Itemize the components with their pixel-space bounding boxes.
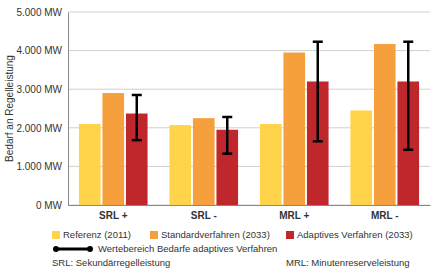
range-bar <box>313 42 323 142</box>
legend-label: Standardverfahren (2033) <box>161 229 270 240</box>
y-axis-line <box>68 13 69 206</box>
x-tick: MRL + <box>279 205 309 221</box>
range-bar <box>132 95 142 140</box>
x-tick-label: SRL + <box>99 210 128 221</box>
legend-label: Wertebereich Bedarfe adaptives Verfahren <box>98 243 277 254</box>
y-axis: 0 MW 1.000 MW 2.000 MW 3.000 MW 4.000 MW 5.00… <box>16 7 68 211</box>
y-tick: 1.000 MW <box>16 161 68 172</box>
range-line <box>317 42 320 142</box>
bar <box>374 44 396 205</box>
bar <box>283 53 305 205</box>
legend-swatch <box>150 231 158 239</box>
y-tick: 0 MW <box>36 200 68 211</box>
legend: Referenz (2011) Standardverfahren (2033) A… <box>52 229 413 254</box>
bar <box>169 125 191 205</box>
y-tick-label: 4.000 MW <box>16 45 62 56</box>
y-tick: 5.000 MW <box>16 7 68 18</box>
note: SRL: Sekundärregelleistung <box>52 257 170 268</box>
plot: 0 MW 1.000 MW 2.000 MW 3.000 MW 4.000 MW 5.00… <box>16 7 430 221</box>
range-line <box>407 42 410 150</box>
y-tick-label: 1.000 MW <box>16 161 62 172</box>
x-tick-label: SRL - <box>191 210 217 221</box>
bar <box>260 124 282 205</box>
legend-swatch <box>286 231 294 239</box>
range-cap <box>222 116 232 119</box>
y-tick-label: 3.000 MW <box>16 84 62 95</box>
y-tick: 2.000 MW <box>16 123 68 134</box>
legend-swatch-end <box>53 246 59 252</box>
note: MRL: Minutenreserveleistung <box>286 257 410 268</box>
x-tick-label: MRL - <box>371 210 399 221</box>
range-cap <box>313 140 323 143</box>
legend-item: Adaptives Verfahren (2033) <box>286 229 413 240</box>
x-axis: SRL + SRL - MRL + MRL - <box>69 205 431 221</box>
range-bars <box>132 42 414 154</box>
y-tick-label: 5.000 MW <box>16 7 62 18</box>
range-cap <box>132 139 142 142</box>
series <box>102 44 395 205</box>
x-tick: SRL + <box>99 205 128 221</box>
x-axis-line <box>69 205 431 206</box>
bar <box>79 124 101 205</box>
range-line <box>136 95 139 140</box>
bar <box>350 110 372 205</box>
legend-item: Wertebereich Bedarfe adaptives Verfahren <box>53 243 277 254</box>
grid <box>68 12 430 205</box>
series <box>126 81 419 205</box>
grid-line <box>68 12 430 13</box>
legend-swatch <box>52 231 60 239</box>
bar <box>193 118 215 205</box>
x-tick-label: MRL + <box>279 210 309 221</box>
legend-item: Standardverfahren (2033) <box>150 229 270 240</box>
range-cap <box>132 94 142 97</box>
range-cap <box>313 40 323 43</box>
range-cap <box>222 152 232 155</box>
x-tick: SRL - <box>191 205 217 221</box>
y-axis-title: Bedarf an Regelleistung <box>4 55 15 162</box>
legend-swatch <box>56 248 90 251</box>
y-tick-label: 0 MW <box>36 200 63 211</box>
range-cap <box>403 40 413 43</box>
range-cap <box>403 149 413 152</box>
marks <box>79 42 419 205</box>
y-tick: 3.000 MW <box>16 84 68 95</box>
legend-swatch-end <box>87 246 93 252</box>
chart: 0 MW 1.000 MW 2.000 MW 3.000 MW 4.000 MW 5.00… <box>0 0 440 272</box>
legend-item: Referenz (2011) <box>52 229 131 240</box>
y-tick: 4.000 MW <box>16 45 68 56</box>
bar <box>102 93 124 205</box>
range-line <box>226 117 229 154</box>
range-bar <box>222 117 232 154</box>
range-bar <box>403 42 413 150</box>
legend-label: Adaptives Verfahren (2033) <box>297 229 413 240</box>
legend-label: Referenz (2011) <box>63 229 131 240</box>
y-tick-label: 2.000 MW <box>16 123 62 134</box>
x-tick: MRL - <box>371 205 399 221</box>
